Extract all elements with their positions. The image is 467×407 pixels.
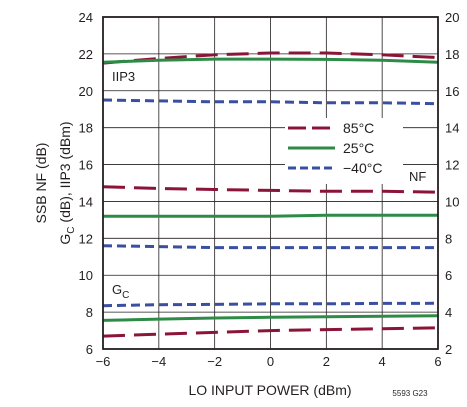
series-line-iip3 bbox=[102, 51, 439, 65]
series-line-nf bbox=[103, 213, 438, 218]
annotations: IIP3 NF GC bbox=[108, 67, 435, 301]
x-tick-label: −4 bbox=[151, 354, 166, 369]
y-right-tick-label: 16 bbox=[445, 84, 459, 99]
annotation-gc-sub: C bbox=[122, 290, 129, 301]
series-line-gc bbox=[102, 314, 439, 322]
x-tick-label: 2 bbox=[323, 354, 330, 369]
legend-label: −40°C bbox=[343, 160, 382, 176]
x-tick-label: 6 bbox=[434, 354, 441, 369]
annotation-iip3: IIP3 bbox=[112, 69, 135, 84]
legend: 85°C 25°C −40°C bbox=[285, 118, 403, 184]
y-left-tick-label: 24 bbox=[79, 10, 93, 25]
y-right-tick-label: 12 bbox=[445, 158, 459, 173]
y-right-tick-label: 2 bbox=[445, 342, 452, 357]
y-left-tick-label: 18 bbox=[79, 121, 93, 136]
legend-label: 25°C bbox=[343, 140, 374, 156]
y-left-tick-label: 8 bbox=[86, 305, 93, 320]
y-right-tick-label: 6 bbox=[445, 268, 452, 283]
series-line-nf bbox=[102, 185, 439, 194]
y-right-tick-label: 10 bbox=[445, 194, 459, 209]
plot-frame bbox=[102, 16, 439, 350]
y-left-tick-label: 14 bbox=[79, 194, 93, 209]
legend-label: 85°C bbox=[343, 120, 374, 136]
y-right-tick-label: 14 bbox=[445, 121, 459, 136]
y-left-tick-label: 22 bbox=[79, 47, 93, 62]
y-left-tick-label: 12 bbox=[79, 231, 93, 246]
series-line-gc bbox=[102, 326, 439, 338]
annotation-gc: GC bbox=[112, 282, 129, 301]
x-axis-title: LO INPUT POWER (dBm) bbox=[188, 382, 351, 398]
x-tick-label: 4 bbox=[379, 354, 386, 369]
series-lines bbox=[102, 51, 439, 338]
y-right-tick-label: 18 bbox=[445, 47, 459, 62]
y-right-tick-label: 20 bbox=[445, 10, 459, 25]
x-tick-label: −6 bbox=[96, 354, 111, 369]
y-axis-title-line1: SSB NF (dB) bbox=[33, 143, 49, 224]
y-right-tick-label: 8 bbox=[445, 231, 452, 246]
x-tick-label: −2 bbox=[207, 354, 222, 369]
y-left-tick-label: 16 bbox=[79, 158, 93, 173]
y-right-tick-label: 4 bbox=[445, 305, 452, 320]
y-left-tick-label: 20 bbox=[79, 84, 93, 99]
annotation-nf: NF bbox=[409, 169, 426, 184]
y-axis-title: SSB NF (dB) GC (dB), IIP3 (dBm) bbox=[33, 121, 77, 244]
annotation-gc-main: G bbox=[112, 282, 122, 297]
y-left-tick-label: 10 bbox=[79, 268, 93, 283]
y-left-tick-label: 6 bbox=[86, 342, 93, 357]
figure-id: 5593 G23 bbox=[392, 389, 428, 398]
series-line-iip3 bbox=[102, 57, 439, 64]
tick-labels: −6 −4 −2 0 2 4 6681012141618202224246810121416… bbox=[79, 10, 460, 369]
x-tick-label: 0 bbox=[267, 354, 274, 369]
y-axis-title-line2: GC (dB), IIP3 (dBm) bbox=[57, 121, 77, 244]
